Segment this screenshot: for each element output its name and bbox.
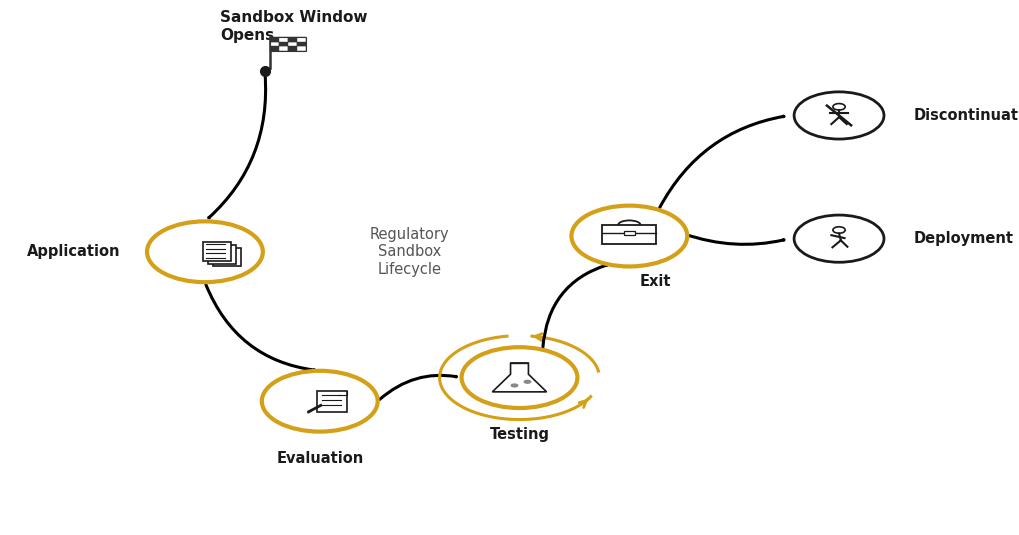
FancyArrowPatch shape	[209, 74, 266, 218]
Bar	[270, 37, 306, 51]
Bar	[208, 245, 235, 264]
Text: Sandbox Window
Opens: Sandbox Window Opens	[220, 10, 368, 42]
Text: Deployment: Deployment	[914, 231, 1014, 246]
Bar	[602, 225, 656, 244]
Bar	[203, 242, 231, 261]
FancyArrowPatch shape	[543, 265, 607, 347]
Bar	[279, 46, 287, 51]
Circle shape	[147, 221, 263, 282]
Circle shape	[833, 104, 845, 110]
Text: Evaluation: Evaluation	[276, 451, 364, 466]
Bar	[270, 42, 279, 46]
Circle shape	[833, 227, 845, 233]
Circle shape	[524, 380, 532, 384]
Circle shape	[511, 384, 519, 387]
Bar	[287, 37, 297, 42]
Bar	[279, 37, 287, 42]
Bar	[297, 37, 306, 42]
FancyArrowPatch shape	[380, 376, 457, 399]
Circle shape	[262, 371, 378, 432]
Bar	[287, 42, 297, 46]
Bar	[270, 37, 279, 42]
Bar	[287, 46, 297, 51]
Text: Application: Application	[26, 244, 120, 259]
FancyArrowPatch shape	[206, 285, 315, 370]
Circle shape	[572, 205, 687, 266]
Circle shape	[794, 92, 883, 139]
Bar	[279, 42, 287, 46]
Circle shape	[794, 215, 883, 262]
Bar	[624, 231, 635, 235]
Bar	[317, 391, 346, 412]
Text: Regulatory
Sandbox
Lifecycle: Regulatory Sandbox Lifecycle	[370, 227, 449, 277]
Text: Testing: Testing	[489, 427, 549, 442]
Bar	[297, 46, 306, 51]
Bar	[213, 248, 240, 266]
Polygon shape	[492, 363, 546, 392]
Bar	[270, 46, 279, 51]
Circle shape	[462, 347, 578, 408]
FancyArrowPatch shape	[684, 234, 784, 244]
Bar	[297, 42, 306, 46]
FancyArrowPatch shape	[659, 116, 784, 208]
Text: Exit: Exit	[639, 274, 671, 289]
Text: Discontinuation: Discontinuation	[914, 108, 1019, 123]
